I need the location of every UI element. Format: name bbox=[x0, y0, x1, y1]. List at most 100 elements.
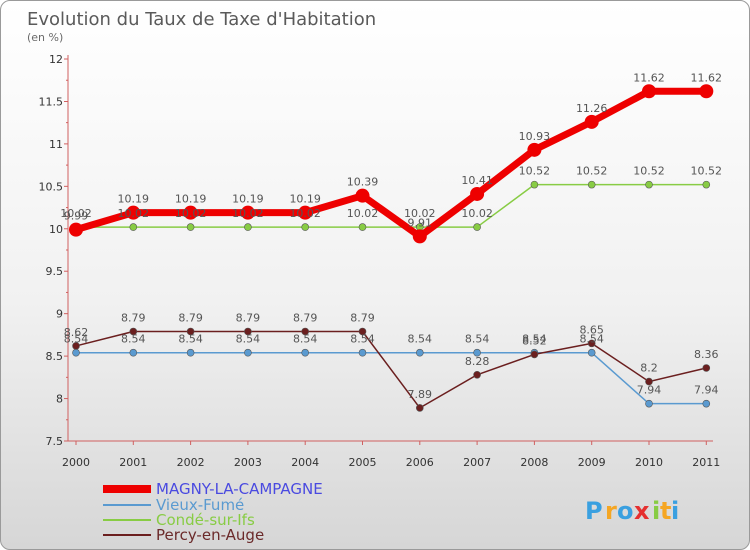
data-label-percy-en-auge: 8.79 bbox=[293, 311, 318, 324]
data-label-magny-la-campagne: 10.39 bbox=[347, 176, 379, 189]
data-label-vieux-fum-: 7.94 bbox=[637, 384, 662, 397]
data-point-percy-en-auge bbox=[645, 377, 653, 386]
y-tick-label: 9 bbox=[56, 308, 63, 321]
data-point-magny-la-campagne bbox=[298, 205, 313, 220]
data-label-vieux-fum-: 7.94 bbox=[694, 384, 719, 397]
data-point-cond-sur-ifs bbox=[301, 223, 310, 231]
data-label-cond-sur-ifs: 10.02 bbox=[289, 207, 321, 220]
data-point-percy-en-auge bbox=[415, 404, 424, 412]
data-point-vieux-fum- bbox=[72, 348, 80, 357]
data-label-percy-en-auge: 8.62 bbox=[64, 326, 89, 339]
data-point-cond-sur-ifs bbox=[186, 223, 195, 231]
y-tick-label: 7.5 bbox=[46, 435, 64, 448]
data-point-magny-la-campagne bbox=[584, 114, 599, 129]
data-label-vieux-fum-: 8.54 bbox=[579, 333, 604, 346]
data-point-vieux-fum- bbox=[301, 348, 310, 357]
y-tick-label: 9.5 bbox=[46, 265, 64, 278]
y-tick-label: 8 bbox=[56, 393, 63, 406]
data-point-vieux-fum- bbox=[702, 399, 711, 408]
data-label-cond-sur-ifs: 10.02 bbox=[347, 207, 379, 220]
data-point-cond-sur-ifs bbox=[702, 180, 711, 189]
data-label-percy-en-auge: 8.65 bbox=[579, 323, 604, 336]
x-tick-label: 2006 bbox=[406, 456, 434, 469]
data-point-cond-sur-ifs bbox=[530, 180, 539, 189]
data-label-magny-la-campagne: 11.26 bbox=[576, 102, 608, 115]
data-point-percy-en-auge bbox=[587, 339, 596, 348]
x-tick-label: 2005 bbox=[349, 456, 377, 469]
data-point-magny-la-campagne bbox=[412, 229, 427, 244]
data-point-percy-en-auge bbox=[244, 327, 252, 336]
y-tick-label: 12 bbox=[49, 53, 63, 66]
data-label-cond-sur-ifs: 10.02 bbox=[60, 207, 92, 220]
data-label-percy-en-auge: 8.28 bbox=[465, 355, 490, 368]
y-tick-label: 10.5 bbox=[39, 180, 64, 193]
data-label-cond-sur-ifs: 10.02 bbox=[404, 207, 436, 220]
chart-subtitle: (en %) bbox=[27, 31, 63, 44]
data-label-vieux-fum-: 8.54 bbox=[64, 333, 89, 346]
logo-letter: i bbox=[671, 497, 679, 525]
data-label-magny-la-campagne: 9.91 bbox=[408, 216, 433, 229]
data-label-percy-en-auge: 8.36 bbox=[694, 348, 719, 361]
data-label-percy-en-auge: 8.79 bbox=[236, 311, 261, 324]
x-tick-label: 2000 bbox=[62, 456, 90, 469]
data-label-percy-en-auge: 8.79 bbox=[350, 311, 375, 324]
data-point-vieux-fum- bbox=[415, 348, 424, 357]
data-label-percy-en-auge: 8.52 bbox=[522, 334, 547, 347]
data-point-vieux-fum- bbox=[587, 348, 596, 357]
data-point-cond-sur-ifs bbox=[244, 223, 252, 231]
data-point-magny-la-campagne bbox=[240, 205, 255, 220]
data-point-magny-la-campagne bbox=[527, 142, 542, 157]
data-point-cond-sur-ifs bbox=[587, 180, 596, 189]
data-point-cond-sur-ifs bbox=[473, 223, 481, 231]
y-tick-label: 10 bbox=[49, 223, 63, 236]
y-tick-label: 8.5 bbox=[46, 350, 64, 363]
data-point-vieux-fum- bbox=[358, 348, 367, 357]
data-label-vieux-fum-: 8.54 bbox=[465, 333, 490, 346]
data-label-cond-sur-ifs: 10.02 bbox=[461, 207, 493, 220]
data-point-percy-en-auge bbox=[702, 364, 711, 372]
data-point-magny-la-campagne bbox=[355, 188, 370, 203]
data-label-vieux-fum-: 8.54 bbox=[178, 333, 203, 346]
data-label-magny-la-campagne: 11.62 bbox=[633, 71, 665, 84]
data-label-cond-sur-ifs: 10.52 bbox=[519, 165, 551, 178]
data-label-vieux-fum-: 8.54 bbox=[408, 333, 433, 346]
data-point-vieux-fum- bbox=[645, 399, 653, 408]
data-label-magny-la-campagne: 10.19 bbox=[289, 193, 321, 206]
data-point-cond-sur-ifs bbox=[129, 223, 138, 231]
x-tick-label: 2004 bbox=[291, 456, 319, 469]
legend-label: Condé-sur-Ifs bbox=[156, 511, 255, 529]
x-tick-label: 2007 bbox=[463, 456, 491, 469]
data-label-cond-sur-ifs: 10.02 bbox=[175, 207, 207, 220]
x-tick-label: 2001 bbox=[119, 456, 147, 469]
data-point-cond-sur-ifs bbox=[645, 180, 653, 189]
data-point-percy-en-auge bbox=[530, 350, 539, 359]
data-label-cond-sur-ifs: 10.52 bbox=[633, 165, 665, 178]
data-point-magny-la-campagne bbox=[642, 84, 656, 99]
logo-letter: r bbox=[605, 497, 617, 525]
data-label-percy-en-auge: 8.79 bbox=[178, 311, 203, 324]
data-point-vieux-fum- bbox=[473, 348, 481, 357]
data-label-cond-sur-ifs: 10.02 bbox=[118, 207, 150, 220]
data-label-vieux-fum-: 8.54 bbox=[121, 333, 146, 346]
y-tick-label: 11 bbox=[49, 138, 63, 151]
legend-label: Percy-en-Auge bbox=[156, 526, 264, 544]
data-label-cond-sur-ifs: 10.52 bbox=[691, 165, 723, 178]
data-point-percy-en-auge bbox=[473, 370, 481, 379]
data-point-percy-en-auge bbox=[301, 327, 310, 336]
data-point-percy-en-auge bbox=[358, 327, 367, 336]
x-tick-label: 2009 bbox=[578, 456, 606, 469]
data-point-percy-en-auge bbox=[72, 342, 80, 350]
data-label-cond-sur-ifs: 10.52 bbox=[576, 165, 608, 178]
data-point-magny-la-campagne bbox=[126, 205, 141, 220]
x-tick-label: 2002 bbox=[177, 456, 205, 469]
data-point-magny-la-campagne bbox=[699, 84, 714, 99]
data-label-percy-en-auge: 7.89 bbox=[408, 388, 433, 401]
logo-letter: t bbox=[660, 497, 671, 525]
logo-letter: x bbox=[634, 497, 650, 525]
data-label-magny-la-campagne: 10.19 bbox=[232, 193, 264, 206]
data-label-magny-la-campagne: 9.99 bbox=[64, 210, 89, 223]
x-tick-label: 2008 bbox=[520, 456, 548, 469]
series-line-magny-la-campagne bbox=[75, 87, 707, 240]
